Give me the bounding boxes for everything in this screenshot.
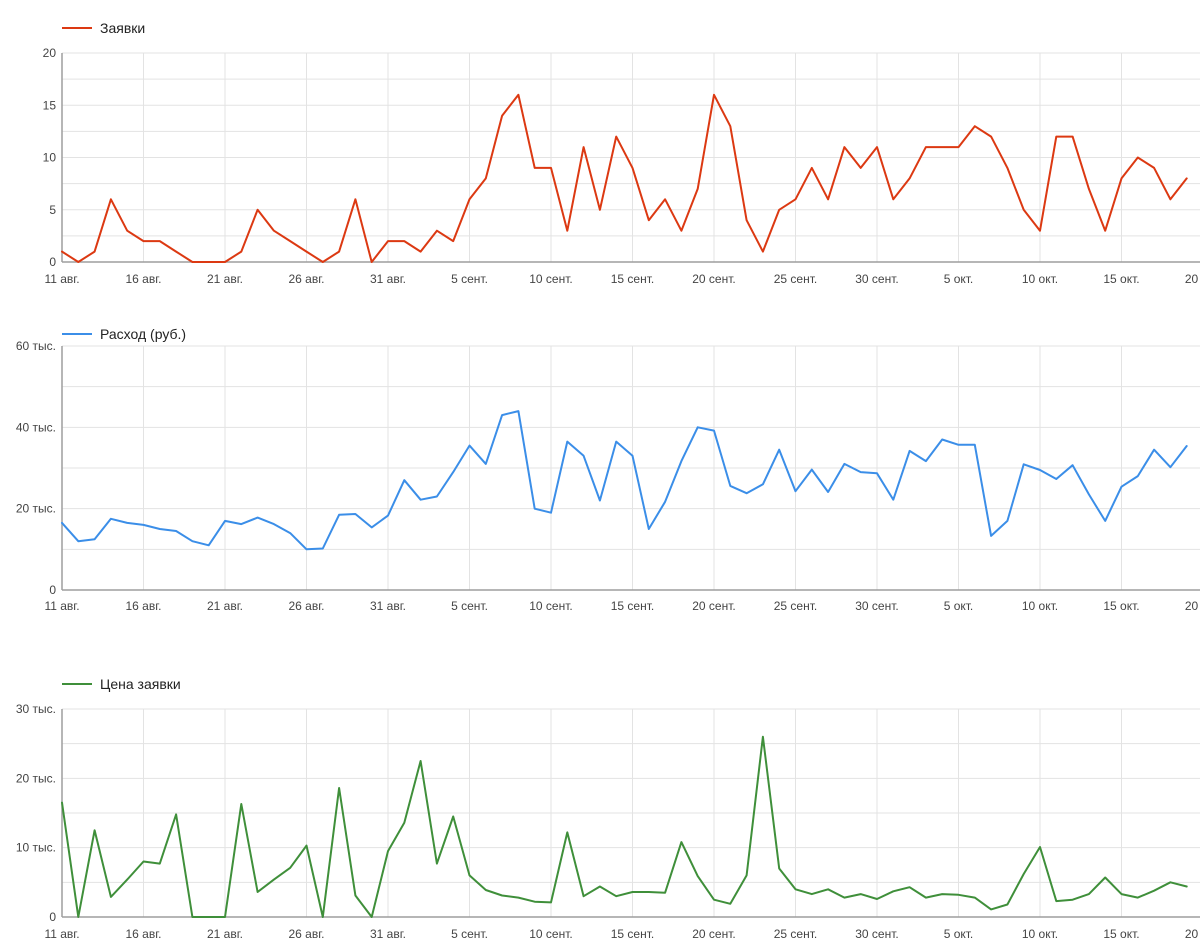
x-tick-label: 10 сент. bbox=[529, 272, 572, 286]
y-tick-label: 0 bbox=[49, 255, 56, 269]
x-tick-label: 5 сент. bbox=[451, 927, 488, 941]
x-tick-label: 21 авг. bbox=[207, 927, 243, 941]
x-tick-label: 5 сент. bbox=[451, 272, 488, 286]
legend-label-tsena-zayavki: Цена заявки bbox=[100, 676, 181, 692]
chart-raskhod: Расход (руб.) 0 20 тыс. 40 тыс. 60 тыс. 11 а… bbox=[0, 316, 1200, 626]
legend-label-zayavki: Заявки bbox=[100, 20, 145, 36]
x-tick-label: 31 авг. bbox=[370, 599, 406, 613]
y-tick-label: 20 тыс. bbox=[16, 771, 56, 785]
x-tick-label: 11 авг. bbox=[44, 272, 79, 286]
x-tick-label: 11 авг. bbox=[44, 599, 79, 613]
x-tick-label: 15 сент. bbox=[611, 927, 654, 941]
chart-zayavki: Заявки 0 5 10 15 20 11 авг. 16 авг. 21 авг. 26 а… bbox=[0, 0, 1200, 300]
chart-tsena-zayavki: Цена заявки 0 10 тыс. 20 тыс. 30 тыс. 11 авг… bbox=[0, 666, 1200, 948]
legend-label-raskhod: Расход (руб.) bbox=[100, 326, 186, 342]
x-tick-label: 25 сент. bbox=[774, 927, 817, 941]
x-tick-label: 10 сент. bbox=[529, 599, 572, 613]
x-tick-label: 15 окт. bbox=[1103, 272, 1139, 286]
x-tick-label: 30 сент. bbox=[855, 272, 898, 286]
y-tick-label: 15 bbox=[43, 98, 57, 112]
x-tick-label: 15 окт. bbox=[1103, 927, 1139, 941]
x-tick-label: 20 окт. bbox=[1185, 927, 1200, 941]
x-tick-label: 11 авг. bbox=[44, 927, 79, 941]
x-tick-label: 20 окт. bbox=[1185, 599, 1200, 613]
x-tick-label: 20 сент. bbox=[692, 599, 735, 613]
y-tick-label: 60 тыс. bbox=[16, 339, 56, 353]
x-tick-label: 5 окт. bbox=[944, 272, 974, 286]
x-tick-label: 26 авг. bbox=[289, 927, 325, 941]
y-tick-label: 20 bbox=[43, 46, 57, 60]
series-line bbox=[61, 410, 1188, 551]
x-tick-label: 21 авг. bbox=[207, 599, 243, 613]
y-tick-label: 10 тыс. bbox=[16, 841, 56, 855]
x-tick-label: 31 авг. bbox=[370, 927, 406, 941]
x-tick-label: 10 окт. bbox=[1022, 272, 1058, 286]
chart-tsena-zayavki-svg: Цена заявки 0 10 тыс. 20 тыс. 30 тыс. 11 авг… bbox=[16, 676, 1200, 941]
chart-zayavki-svg: Заявки 0 5 10 15 20 11 авг. 16 авг. 21 авг. 26 а… bbox=[43, 20, 1200, 286]
x-tick-label: 21 авг. bbox=[207, 272, 243, 286]
x-tick-label: 5 сент. bbox=[451, 599, 488, 613]
x-tick-label: 16 авг. bbox=[126, 272, 162, 286]
series-line bbox=[61, 735, 1188, 918]
x-tick-label: 25 сент. bbox=[774, 272, 817, 286]
y-tick-label: 20 тыс. bbox=[16, 502, 56, 516]
y-tick-label: 40 тыс. bbox=[16, 420, 56, 434]
x-tick-label: 30 сент. bbox=[855, 927, 898, 941]
x-tick-label: 25 сент. bbox=[774, 599, 817, 613]
x-tick-label: 15 окт. bbox=[1103, 599, 1139, 613]
chart-raskhod-svg: Расход (руб.) 0 20 тыс. 40 тыс. 60 тыс. 11 а… bbox=[16, 326, 1200, 613]
x-tick-label: 26 авг. bbox=[289, 599, 325, 613]
series-line bbox=[61, 93, 1188, 263]
x-tick-label: 31 авг. bbox=[370, 272, 406, 286]
x-tick-label: 20 окт. bbox=[1185, 272, 1200, 286]
x-tick-label: 5 окт. bbox=[944, 599, 974, 613]
x-tick-label: 15 сент. bbox=[611, 599, 654, 613]
y-tick-label: 0 bbox=[49, 910, 56, 924]
x-tick-label: 20 сент. bbox=[692, 272, 735, 286]
y-tick-label: 5 bbox=[49, 203, 56, 217]
x-tick-label: 16 авг. bbox=[126, 927, 162, 941]
x-tick-label: 20 сент. bbox=[692, 927, 735, 941]
y-tick-label: 0 bbox=[49, 583, 56, 597]
x-tick-label: 30 сент. bbox=[855, 599, 898, 613]
x-tick-label: 10 окт. bbox=[1022, 927, 1058, 941]
x-tick-label: 16 авг. bbox=[126, 599, 162, 613]
x-tick-label: 10 окт. bbox=[1022, 599, 1058, 613]
x-tick-label: 5 окт. bbox=[944, 927, 974, 941]
x-tick-label: 26 авг. bbox=[289, 272, 325, 286]
x-tick-label: 15 сент. bbox=[611, 272, 654, 286]
y-tick-label: 10 bbox=[43, 151, 57, 165]
x-tick-label: 10 сент. bbox=[529, 927, 572, 941]
y-tick-label: 30 тыс. bbox=[16, 702, 56, 716]
